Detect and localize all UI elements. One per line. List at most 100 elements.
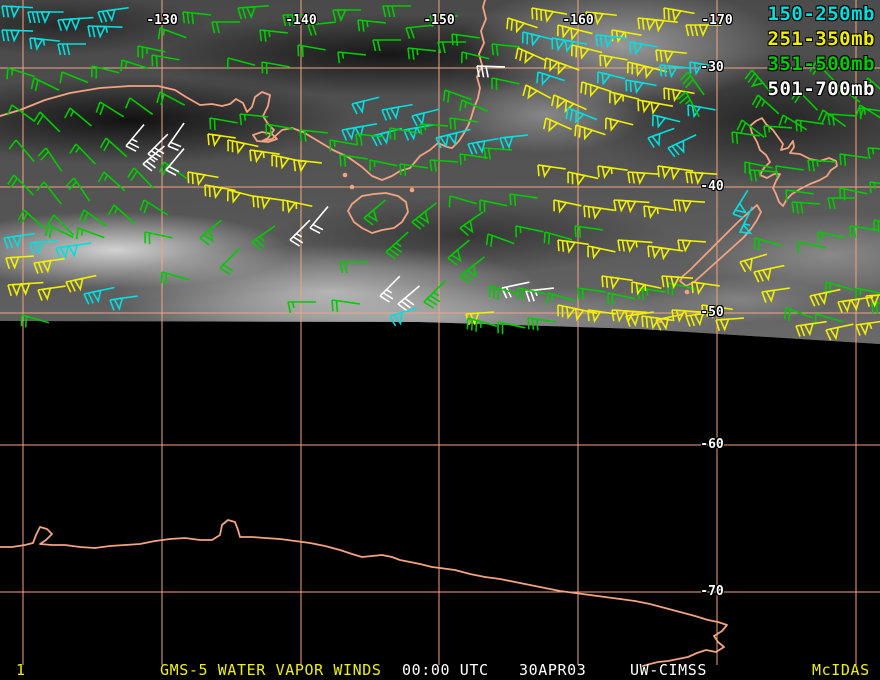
wind-barb [90, 65, 120, 79]
wind-barb [6, 67, 35, 80]
wind-barb [849, 225, 878, 238]
wind-barb [629, 41, 658, 56]
latitude-label: -60 [700, 437, 724, 452]
wind-barb [139, 199, 169, 216]
wind-barb [685, 310, 717, 327]
wind-barb [753, 264, 785, 283]
wind-barb [57, 16, 94, 32]
wind-barb [749, 169, 778, 182]
wind-barb [761, 287, 790, 303]
island-dot [684, 289, 690, 295]
wind-barb [637, 99, 674, 115]
date-label: 30APR03 [519, 661, 587, 679]
pressure-level-legend: 150-250mb 251-350mb 351-500mb 501-700mb [768, 2, 875, 102]
wind-barb [691, 281, 720, 296]
wind-barb [339, 261, 368, 274]
wind-barb [647, 245, 684, 261]
wind-barb [47, 214, 75, 236]
wind-barb [385, 231, 409, 260]
wind-barb [381, 103, 413, 121]
wind-barb [55, 242, 92, 259]
wind-barb [543, 117, 572, 133]
wind-barb [625, 311, 654, 327]
wind-barb [855, 287, 880, 300]
wind-barb [715, 317, 744, 332]
wind-barb [763, 125, 792, 138]
wind-barb [64, 107, 92, 127]
wind-barb [265, 123, 294, 137]
wind-barb [20, 314, 50, 328]
wind-barb [17, 209, 46, 230]
wind-barb [597, 165, 628, 180]
wind-barb [289, 219, 311, 247]
wind-barb [601, 275, 633, 290]
wind-barb [587, 309, 616, 324]
latitude-label: -50 [700, 305, 724, 320]
wind-barb [543, 231, 573, 245]
wind-barb [372, 39, 401, 52]
wind-barb [667, 134, 697, 158]
wind-barb [165, 148, 185, 176]
wind-barb [1, 5, 33, 19]
wind-barb [839, 153, 868, 166]
wind-barb [673, 199, 705, 213]
wind-barb [551, 37, 588, 53]
wind-barb [543, 57, 580, 76]
wind-barb [1, 29, 34, 43]
wind-barb [83, 286, 115, 305]
wind-barb [423, 280, 446, 309]
wind-barb [69, 143, 97, 165]
wind-barb [795, 320, 827, 337]
wind-barb [363, 199, 386, 226]
wind-barb [226, 57, 256, 70]
longitude-label: -130 [146, 13, 178, 28]
wind-barb [419, 123, 448, 136]
wind-barb [839, 187, 868, 201]
wind-barb [583, 205, 615, 220]
wind-barb [299, 129, 328, 142]
wind-barb [525, 287, 554, 302]
wind-barb [160, 271, 190, 285]
wind-barb [187, 171, 219, 187]
wind-barb [643, 205, 674, 220]
wind-barb [33, 257, 65, 274]
wind-barb [651, 114, 681, 129]
island-dot [409, 187, 415, 193]
wind-barb [120, 59, 149, 72]
wind-barb [515, 47, 547, 65]
coastline-kangaroo-island [252, 131, 278, 143]
wind-barb [207, 133, 236, 148]
wind-barb [739, 253, 768, 273]
wind-barb [251, 225, 276, 251]
wind-barb [871, 301, 880, 314]
longitude-label: -170 [701, 13, 733, 28]
wind-barb [626, 61, 668, 79]
wind-barb [429, 15, 458, 28]
latitude-label: -70 [700, 584, 724, 599]
wind-barb [59, 71, 89, 84]
wind-barb [736, 119, 765, 138]
wind-barb [226, 189, 256, 204]
wind-barb [27, 11, 64, 25]
wind-barb [369, 159, 398, 172]
wind-barb [807, 159, 836, 172]
wind-barb [44, 224, 74, 239]
longitude-label: -140 [285, 13, 317, 28]
coastline-tasmania [347, 192, 409, 234]
wind-barb [574, 225, 603, 238]
wind-barb [667, 282, 696, 296]
coastline-antarctica [0, 519, 728, 667]
wind-barb [182, 11, 211, 25]
wind-barb [30, 77, 60, 92]
wind-barb [596, 71, 626, 86]
wind-barb [604, 117, 634, 132]
wind-barb [447, 239, 470, 266]
wind-barb [271, 154, 303, 170]
wind-barb [522, 84, 552, 100]
legend-item-501-700mb: 501-700mb [767, 78, 875, 100]
wind-barb [329, 139, 358, 152]
wind-barb [107, 204, 136, 225]
wind-barb [625, 79, 657, 95]
wind-barb [157, 27, 187, 40]
